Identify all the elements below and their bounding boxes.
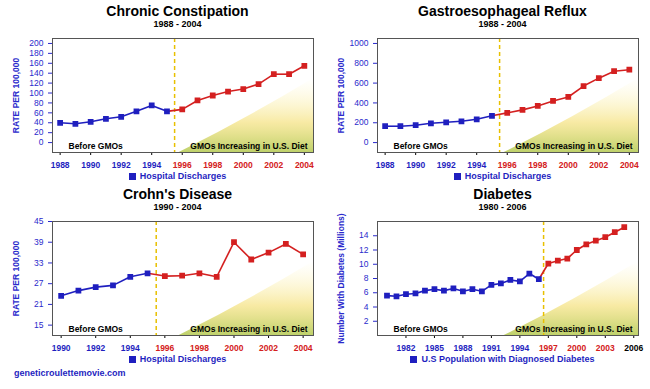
svg-text:1988: 1988 <box>376 160 395 170</box>
svg-text:1996: 1996 <box>173 160 192 170</box>
svg-text:Before GMOs: Before GMOs <box>69 141 124 151</box>
svg-text:1996: 1996 <box>498 160 517 170</box>
svg-text:200: 200 <box>29 38 43 48</box>
svg-text:2004: 2004 <box>295 160 314 170</box>
svg-text:0: 0 <box>364 137 369 147</box>
svg-text:180: 180 <box>29 48 43 58</box>
svg-text:39: 39 <box>34 237 44 247</box>
svg-text:60: 60 <box>34 108 44 118</box>
svg-text:1996: 1996 <box>155 343 174 353</box>
svg-text:1998: 1998 <box>203 160 222 170</box>
svg-text:2000: 2000 <box>559 160 578 170</box>
html-text:Hospital Discharges: Hospital Discharges <box>464 171 552 181</box>
svg-text:GMOs Increasing in U.S. Diet: GMOs Increasing in U.S. Diet <box>190 324 307 334</box>
svg-text:1992: 1992 <box>86 343 105 353</box>
svg-text:1988: 1988 <box>453 343 472 353</box>
svg-text:2002: 2002 <box>589 160 608 170</box>
svg-text:1982: 1982 <box>397 343 416 353</box>
svg-text:200: 200 <box>354 117 368 127</box>
svg-text:160: 160 <box>29 58 43 68</box>
svg-text:RATE PER 100,000: RATE PER 100,000 <box>11 58 21 134</box>
svg-text:2002: 2002 <box>264 160 283 170</box>
svg-text:120: 120 <box>29 78 43 88</box>
svg-text:1985: 1985 <box>425 343 444 353</box>
svg-text:GMOs Increasing in U.S. Diet: GMOs Increasing in U.S. Diet <box>190 141 307 151</box>
html-text:Gastroesophageal Reflux: Gastroesophageal Reflux <box>418 3 587 19</box>
svg-text:600: 600 <box>354 78 368 88</box>
svg-text:140: 140 <box>29 68 43 78</box>
svg-text:1994: 1994 <box>142 160 161 170</box>
svg-text:14: 14 <box>359 230 369 240</box>
svg-text:1990: 1990 <box>81 160 100 170</box>
svg-text:4: 4 <box>364 302 369 312</box>
svg-text:1000: 1000 <box>350 38 369 48</box>
svg-text:6: 6 <box>364 287 369 297</box>
html-text:1980 - 2006: 1980 - 2006 <box>478 202 527 212</box>
svg-text:33: 33 <box>34 258 44 268</box>
svg-text:800: 800 <box>354 58 368 68</box>
svg-text:1992: 1992 <box>437 160 456 170</box>
svg-text:2000: 2000 <box>225 343 244 353</box>
svg-text:1994: 1994 <box>510 343 529 353</box>
svg-text:GMOs Increasing in U.S. Diet: GMOs Increasing in U.S. Diet <box>515 324 632 334</box>
svg-text:2000: 2000 <box>234 160 253 170</box>
svg-text:2003: 2003 <box>596 343 615 353</box>
svg-text:1992: 1992 <box>112 160 131 170</box>
svg-text:1991: 1991 <box>482 343 501 353</box>
svg-text:Before GMOs: Before GMOs <box>69 324 124 334</box>
svg-text:2000: 2000 <box>567 343 586 353</box>
svg-text:21: 21 <box>34 299 44 309</box>
svg-text:1988: 1988 <box>51 160 70 170</box>
svg-text:1998: 1998 <box>528 160 547 170</box>
svg-text:1998: 1998 <box>190 343 209 353</box>
html-text:geneticroulettemovie.com: geneticroulettemovie.com <box>14 368 126 378</box>
svg-text:1990: 1990 <box>406 160 425 170</box>
html-text:Hospital Discharges: Hospital Discharges <box>139 354 227 364</box>
svg-text:0: 0 <box>39 137 44 147</box>
html-text:Hospital Discharges: Hospital Discharges <box>139 171 227 181</box>
html-text:Crohn's Disease: Crohn's Disease <box>122 186 233 202</box>
svg-text:1990: 1990 <box>52 343 71 353</box>
html-text:1988 - 2004: 1988 - 2004 <box>478 19 527 29</box>
html-text:1988 - 2004: 1988 - 2004 <box>153 19 202 29</box>
html-text:U.S Population with Diagnosed: U.S Population with Diagnosed Diabetes <box>421 354 595 364</box>
svg-text:2006: 2006 <box>624 343 643 353</box>
svg-text:GMOs Increasing in U.S. Diet: GMOs Increasing in U.S. Diet <box>515 141 632 151</box>
svg-text:15: 15 <box>34 320 44 330</box>
svg-text:20: 20 <box>34 127 44 137</box>
svg-text:RATE PER 100,000: RATE PER 100,000 <box>11 241 21 317</box>
svg-text:8: 8 <box>364 273 369 283</box>
svg-text:2: 2 <box>364 316 369 326</box>
html-text:Diabetes: Diabetes <box>473 186 532 202</box>
svg-text:400: 400 <box>354 98 368 108</box>
html-text:1990 - 2004: 1990 - 2004 <box>153 202 202 212</box>
svg-text:100: 100 <box>29 88 43 98</box>
svg-text:Before GMOs: Before GMOs <box>394 324 449 334</box>
svg-text:2002: 2002 <box>259 343 278 353</box>
svg-text:10: 10 <box>359 259 369 269</box>
svg-text:12: 12 <box>359 245 369 255</box>
svg-text:2004: 2004 <box>294 343 313 353</box>
svg-text:RATE PER 100,000: RATE PER 100,000 <box>336 58 346 134</box>
svg-text:2004: 2004 <box>620 160 639 170</box>
svg-text:40: 40 <box>34 117 44 127</box>
html-text:Chronic Constipation: Chronic Constipation <box>106 3 249 19</box>
svg-text:1994: 1994 <box>121 343 140 353</box>
svg-text:1994: 1994 <box>467 160 486 170</box>
svg-text:80: 80 <box>34 98 44 108</box>
svg-text:Number With Diabetes (Millions: Number With Diabetes (Millions) <box>336 213 346 343</box>
svg-text:Before GMOs: Before GMOs <box>394 141 449 151</box>
svg-text:27: 27 <box>34 278 44 288</box>
svg-text:45: 45 <box>34 216 44 226</box>
svg-text:1997: 1997 <box>539 343 558 353</box>
